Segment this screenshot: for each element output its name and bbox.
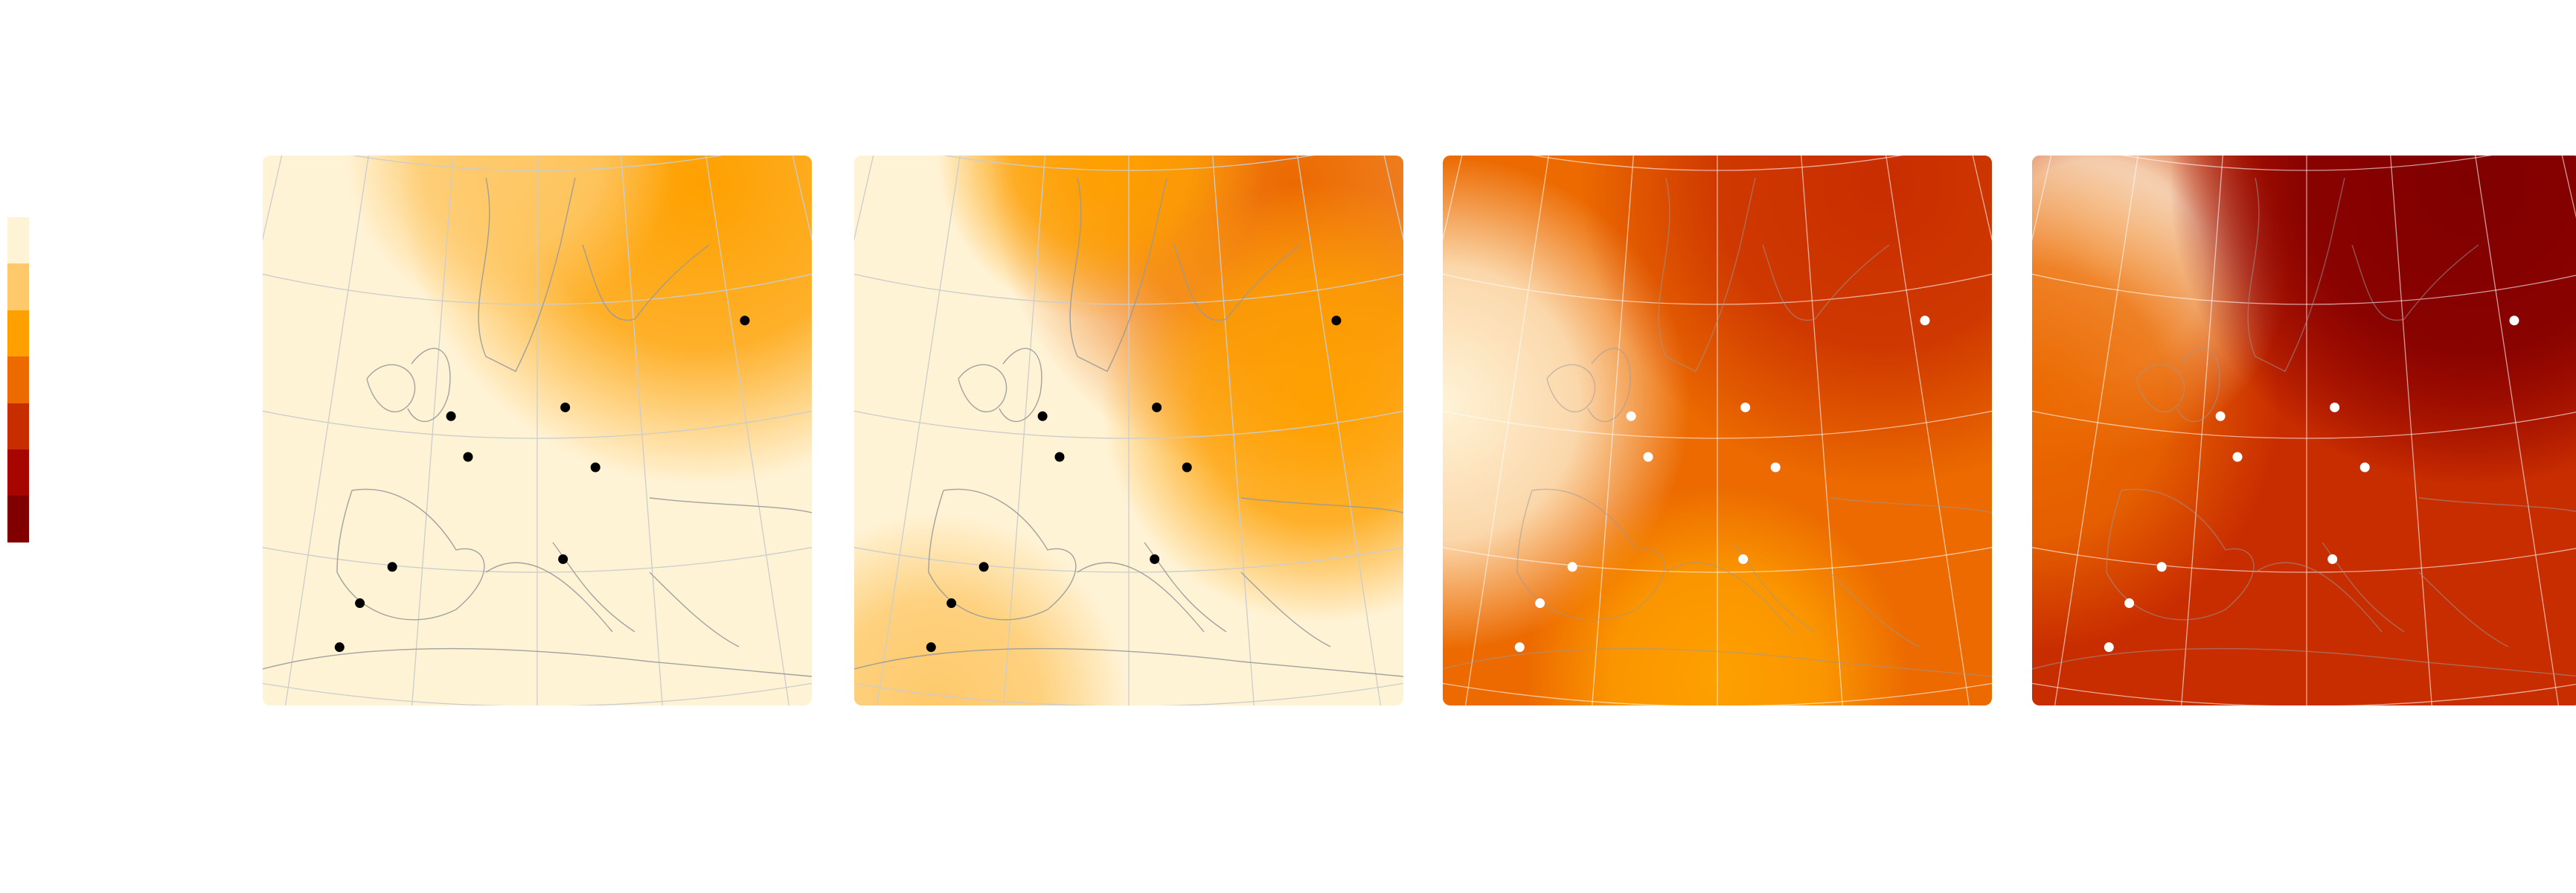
city-marker xyxy=(2330,402,2340,412)
map-panel-1 xyxy=(263,156,812,705)
map-panel-4 xyxy=(2032,156,2576,705)
graticule-meridian xyxy=(411,156,454,705)
graticule-meridian xyxy=(705,156,790,705)
city-marker xyxy=(1514,642,1525,653)
graticule-meridian xyxy=(2475,156,2560,705)
city-marker xyxy=(2327,554,2338,564)
city-marker xyxy=(1738,554,1749,564)
graticule-meridian xyxy=(284,156,369,705)
graticule-meridian xyxy=(1885,156,1970,705)
city-marker xyxy=(590,462,600,473)
graticule-meridian xyxy=(1297,156,1382,705)
graticule-meridian xyxy=(2181,156,2223,705)
city-marker xyxy=(1152,402,1162,412)
legend-swatch-2 xyxy=(7,310,29,357)
city-marker xyxy=(1037,411,1048,421)
city-marker xyxy=(2156,562,2167,572)
city-marker xyxy=(1626,411,1636,421)
graticule-meridian xyxy=(1592,156,1634,705)
color-legend xyxy=(7,217,29,542)
graticule-meridian xyxy=(1464,156,1549,705)
city-marker xyxy=(1535,598,1545,609)
city-marker xyxy=(463,452,473,462)
city-marker xyxy=(446,411,456,421)
graticule-meridian xyxy=(263,156,283,242)
city-marker xyxy=(560,402,571,412)
city-marker xyxy=(355,598,365,609)
city-marker xyxy=(334,642,345,653)
legend-swatch-5 xyxy=(7,449,29,496)
country-borders xyxy=(854,177,1403,677)
city-marker xyxy=(1770,462,1781,473)
city-marker xyxy=(740,316,750,326)
map-panel-2 xyxy=(854,156,1403,705)
graticule-meridian xyxy=(2054,156,2138,705)
city-marker xyxy=(1567,562,1577,572)
city-marker xyxy=(1054,452,1065,462)
legend-swatch-1 xyxy=(7,263,29,310)
country-borders xyxy=(263,177,812,677)
city-marker xyxy=(926,642,936,653)
graticule-meridian xyxy=(2032,156,2052,242)
city-marker xyxy=(1182,462,1192,473)
legend-swatch-0 xyxy=(7,217,29,264)
city-marker xyxy=(2215,411,2226,421)
city-marker xyxy=(1643,452,1653,462)
graticule-meridian xyxy=(1443,156,1463,242)
city-marker xyxy=(1331,316,1342,326)
graticule-meridian xyxy=(1972,156,1992,242)
graticule-meridian xyxy=(1801,156,1843,705)
city-marker xyxy=(387,562,397,572)
legend-swatch-4 xyxy=(7,403,29,449)
graticule-meridian xyxy=(1212,156,1255,705)
city-marker xyxy=(2359,462,2370,473)
graticule-meridian xyxy=(792,156,812,242)
graticule-meridian xyxy=(1003,156,1045,705)
city-marker xyxy=(1920,316,1930,326)
legend-swatch-3 xyxy=(7,356,29,403)
city-marker xyxy=(946,598,957,609)
graticule-meridian xyxy=(854,156,874,242)
graticule-meridian xyxy=(621,156,663,705)
city-marker xyxy=(1150,554,1160,564)
graticule-meridian xyxy=(2390,156,2432,705)
map-panel-3 xyxy=(1443,156,1992,705)
value-field-northeast xyxy=(2032,156,2576,705)
city-marker xyxy=(2104,642,2114,653)
legend-swatch-6 xyxy=(7,496,29,542)
country-borders xyxy=(2032,177,2576,677)
country-borders xyxy=(1443,177,1992,677)
graticule-meridian xyxy=(1383,156,1403,242)
graticule-meridian xyxy=(876,156,961,705)
city-marker xyxy=(2509,316,2519,326)
city-marker xyxy=(2124,598,2135,609)
city-marker xyxy=(558,554,568,564)
city-marker xyxy=(978,562,989,572)
city-marker xyxy=(1740,402,1751,412)
city-marker xyxy=(2232,452,2243,462)
